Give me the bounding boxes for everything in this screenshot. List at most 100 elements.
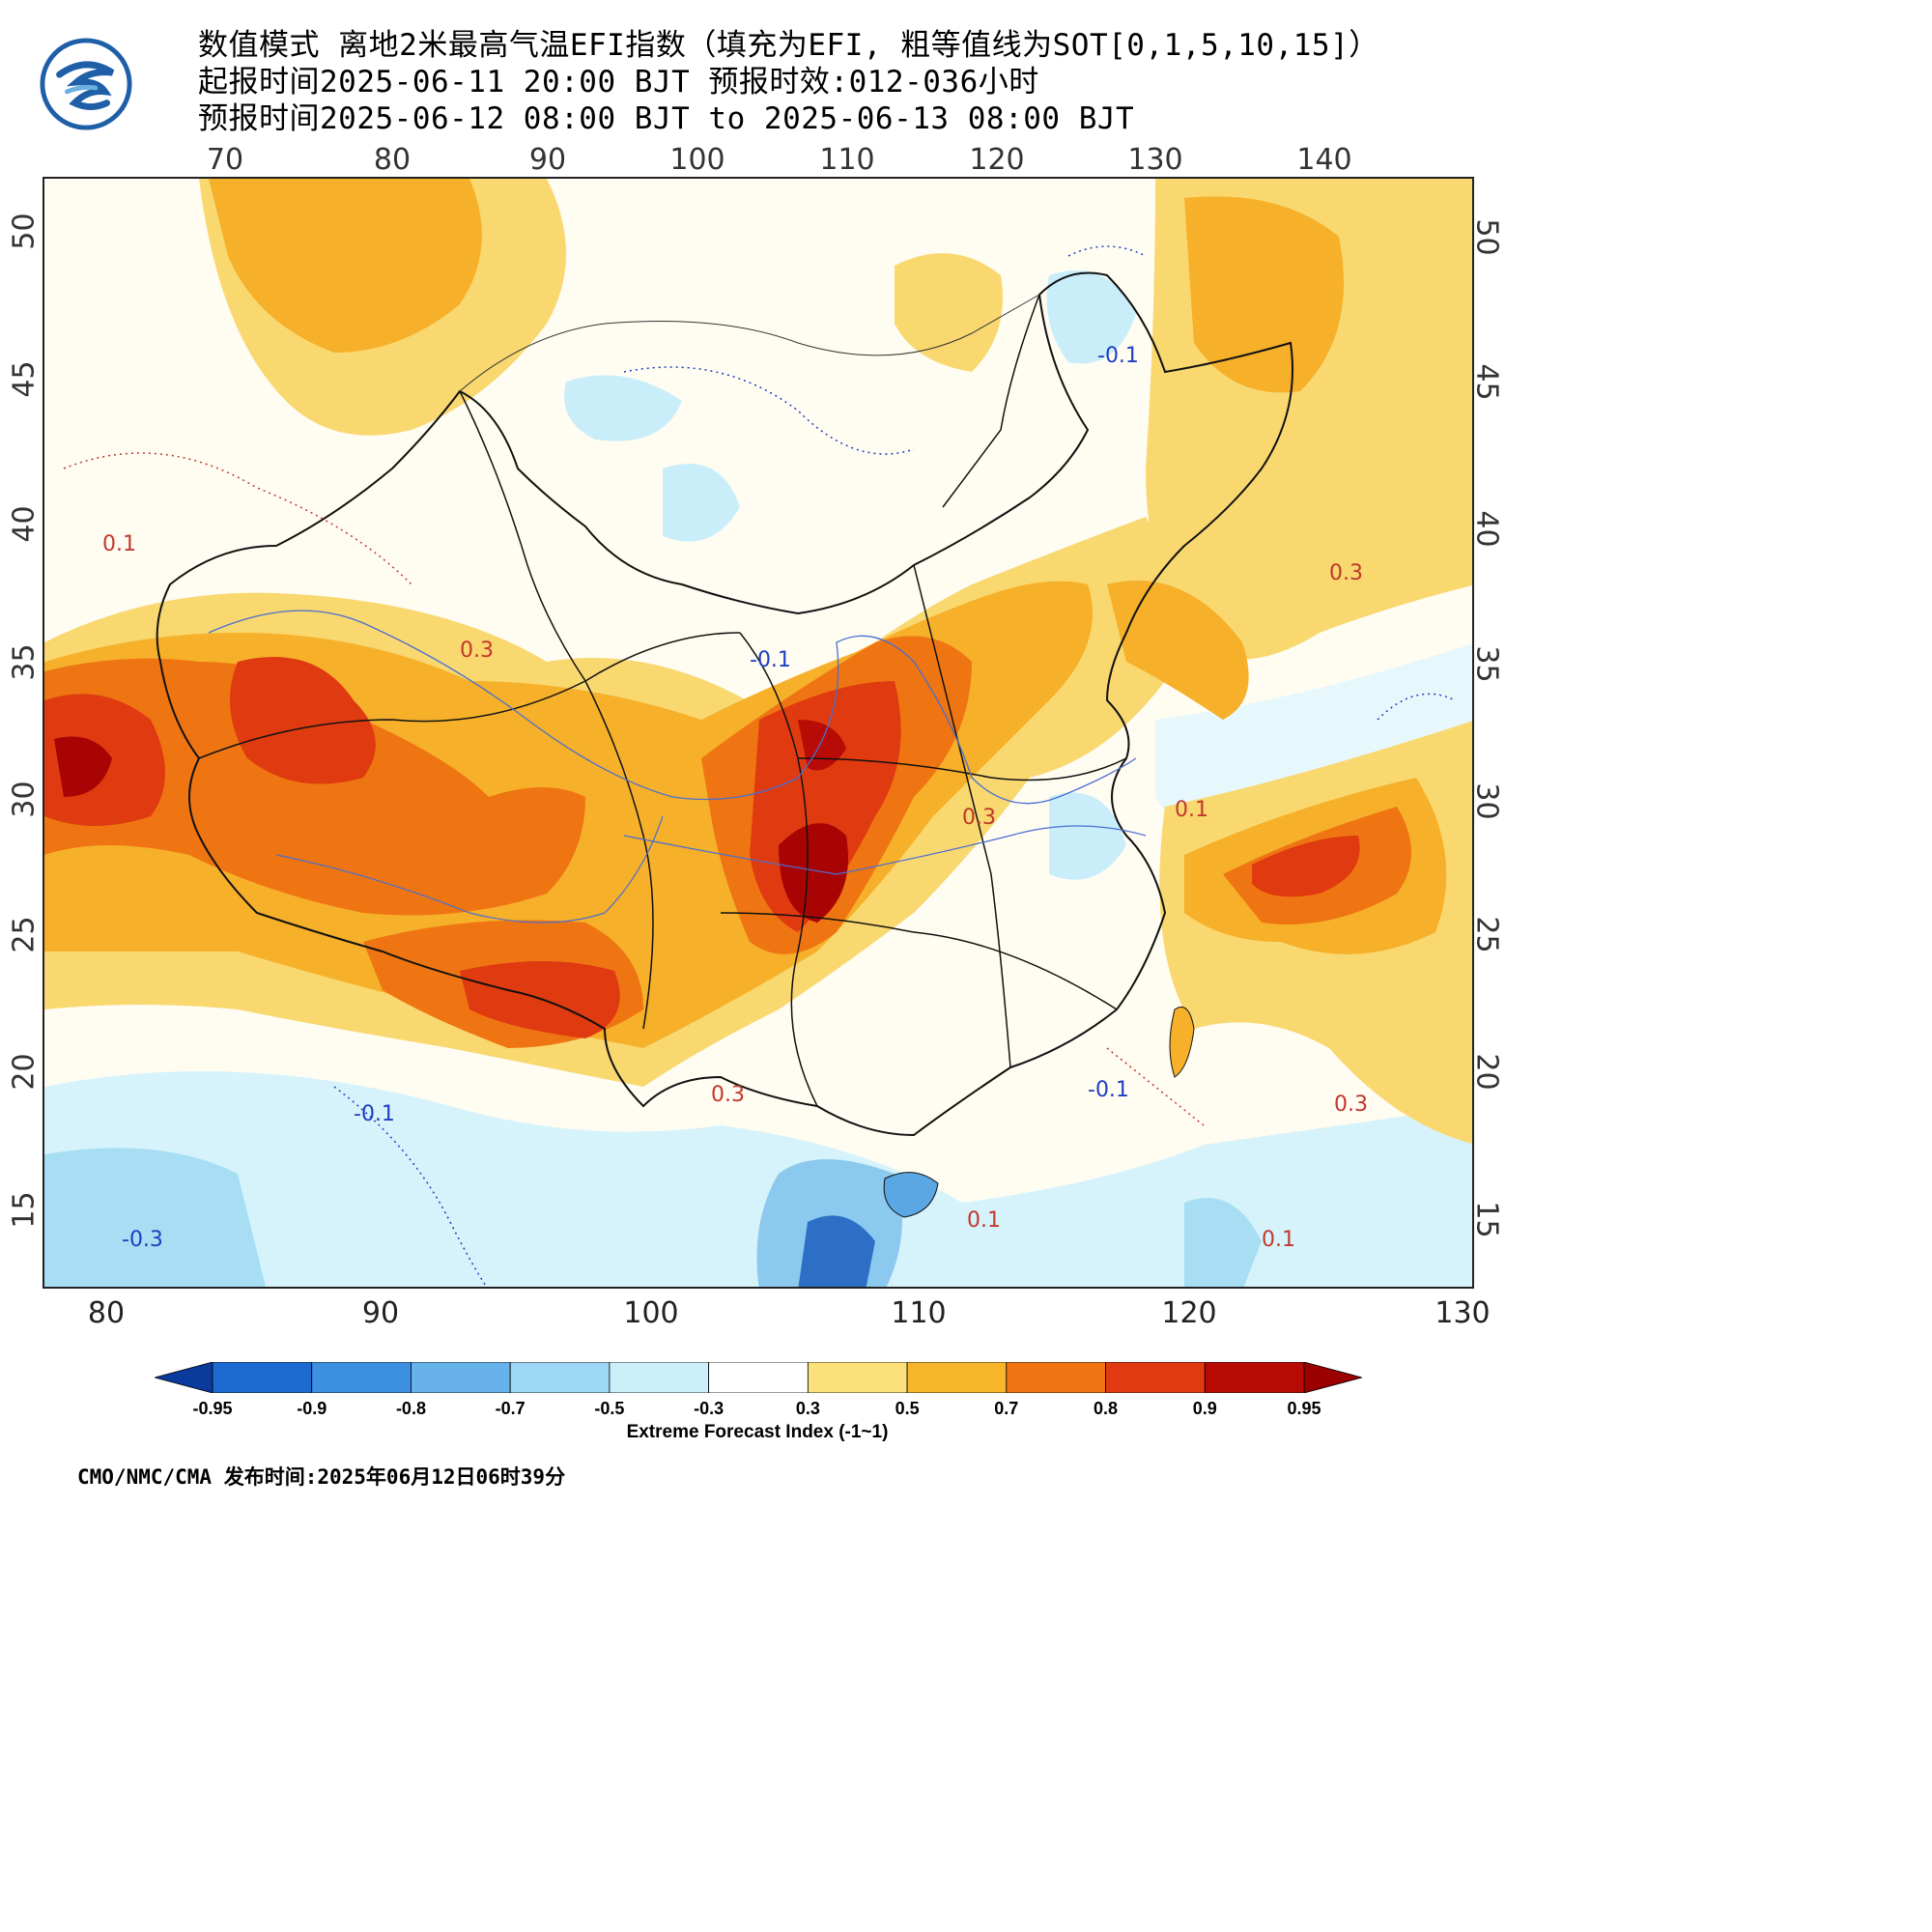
contour-label: 0.1 — [1175, 798, 1208, 822]
efi-0.9-region — [779, 823, 848, 923]
low-efi-region — [663, 464, 740, 542]
colorbar-arrow-low — [155, 1362, 213, 1393]
efi-0.8-region — [1252, 836, 1360, 897]
lat-label-left: 40 — [7, 505, 42, 543]
colorbar-arrow-high — [1303, 1362, 1362, 1393]
efi-0.8-region — [460, 961, 620, 1038]
river-line — [208, 610, 1137, 805]
top-lon-label: 130 — [1127, 143, 1183, 177]
contour-label: 0.3 — [711, 1083, 745, 1107]
river-line — [623, 825, 1147, 875]
efi-0.5-region — [1107, 581, 1249, 720]
colorbar-tick-label: 0.95 — [1287, 1399, 1321, 1418]
low-efi-region — [798, 1215, 875, 1287]
colorbar-swatch — [411, 1362, 511, 1393]
contour-label: 0.3 — [962, 806, 996, 830]
lat-label-left: 15 — [7, 1191, 42, 1229]
efi-0.5-region — [209, 179, 482, 353]
china-border — [156, 271, 1293, 1137]
contour-label: -0.1 — [750, 648, 791, 672]
colorbar-swatch — [1204, 1362, 1305, 1393]
init-time: 起报时间2025-06-11 20:00 BJT 预报时效:012-036小时 — [198, 65, 1039, 99]
publish-info: CMO/NMC/CMA 发布时间:2025年06月12日06时39分 — [77, 1465, 566, 1489]
low-efi-region — [44, 1071, 1472, 1287]
lat-label-right: 20 — [1469, 1053, 1504, 1091]
contour-label: 0.1 — [1262, 1228, 1295, 1252]
river-line — [275, 815, 664, 923]
colorbar-swatch — [509, 1362, 611, 1393]
top-lon-label: 100 — [669, 143, 725, 177]
map-title: 数值模式 离地2米最高气温EFI指数（填充为EFI, 粗等值线为SOT[0,1,… — [198, 28, 1379, 63]
lat-label-left: 35 — [7, 643, 42, 681]
bottom-lon-label: 80 — [87, 1296, 126, 1330]
lat-label-left: 45 — [7, 360, 42, 398]
colorbar-tick-label: -0.95 — [192, 1399, 233, 1418]
bottom-lon-label: 120 — [1161, 1296, 1217, 1330]
top-lon-label: 120 — [969, 143, 1025, 177]
top-lon-label: 110 — [819, 143, 875, 177]
lat-label-left: 20 — [7, 1053, 42, 1091]
contour-label: -0.1 — [354, 1102, 395, 1126]
efi-0.3-region — [895, 253, 1003, 372]
low-efi-region — [1184, 1198, 1262, 1287]
contour-label: 0.1 — [967, 1208, 1001, 1233]
efi-map-canvas: 0.3 -0.1 0.3 0.1 -0.1 -0.3 0.3 0.1 0.1 0… — [44, 179, 1472, 1287]
bottom-lon-label: 100 — [623, 1296, 679, 1330]
colorbar-title: Extreme Forecast Index (-1~1) — [626, 1422, 889, 1442]
low-efi-region — [44, 1148, 267, 1287]
contour-label: 0.3 — [1329, 561, 1363, 585]
colorbar-tick-label: -0.9 — [297, 1399, 327, 1418]
lat-label-right: 35 — [1469, 645, 1504, 683]
top-lon-label: 70 — [206, 143, 244, 177]
lat-label-right: 30 — [1469, 782, 1504, 820]
colorbar-tick-label: 0.5 — [895, 1399, 920, 1418]
lat-label-right: 45 — [1469, 363, 1504, 401]
valid-time: 预报时间2025-06-12 08:00 BJT to 2025-06-13 0… — [198, 101, 1135, 136]
contour-label: -0.1 — [1088, 1078, 1129, 1102]
bottom-lon-label: 130 — [1435, 1296, 1491, 1330]
colorbar-swatch — [311, 1362, 412, 1393]
low-efi-region — [564, 375, 682, 441]
top-lon-label: 140 — [1296, 143, 1352, 177]
efi-0.8-region — [230, 657, 376, 784]
lat-label-right: 25 — [1469, 916, 1504, 953]
efi-0.5-region — [1184, 196, 1344, 393]
colorbar-swatch — [212, 1362, 313, 1393]
low-efi-region — [1049, 792, 1126, 880]
lat-label-right: 15 — [1469, 1201, 1504, 1238]
bottom-lon-label: 110 — [891, 1296, 947, 1330]
lat-label-left: 25 — [7, 916, 42, 953]
efi-map: 0.3 -0.1 0.3 0.1 -0.1 -0.3 0.3 0.1 0.1 0… — [43, 177, 1474, 1289]
colorbar-swatch — [807, 1362, 908, 1393]
lat-label-right: 50 — [1469, 218, 1504, 256]
colorbar-tick-label: -0.8 — [395, 1399, 426, 1418]
colorbar-swatch — [906, 1362, 1008, 1393]
contour-label: 0.1 — [102, 532, 136, 556]
lat-label-left: 30 — [7, 781, 42, 818]
colorbar-tick-label: -0.3 — [694, 1399, 724, 1418]
lat-label-left: 50 — [7, 213, 42, 250]
colorbar-swatch — [1105, 1362, 1206, 1393]
colorbar-tick-label: 0.8 — [1094, 1399, 1119, 1418]
colorbar-tick-label: 0.9 — [1192, 1399, 1217, 1418]
contour-label: -0.3 — [122, 1228, 163, 1252]
colorbar-swatch — [1006, 1362, 1106, 1393]
top-lon-label: 80 — [373, 143, 412, 177]
efi-0.9-region — [54, 736, 112, 797]
efi-0.7-region — [44, 658, 585, 916]
low-efi-region — [1046, 270, 1136, 364]
contour-label: 0.3 — [460, 639, 494, 663]
colorbar-tick-label: 0.3 — [795, 1399, 820, 1418]
lat-label-right: 40 — [1469, 510, 1504, 548]
efi-colorbar — [155, 1362, 1362, 1393]
contour-label: 0.3 — [1334, 1093, 1368, 1117]
top-lon-label: 90 — [528, 143, 567, 177]
colorbar-tick-label: -0.7 — [495, 1399, 526, 1418]
colorbar-tick-label: 0.7 — [994, 1399, 1019, 1418]
island-taiwan — [1169, 1007, 1195, 1078]
colorbar-swatch — [609, 1362, 710, 1393]
contour-label: -0.1 — [1097, 344, 1139, 368]
colorbar-tick-label: -0.5 — [594, 1399, 625, 1418]
cma-logo-icon — [40, 38, 132, 130]
island-hainan — [883, 1172, 939, 1218]
